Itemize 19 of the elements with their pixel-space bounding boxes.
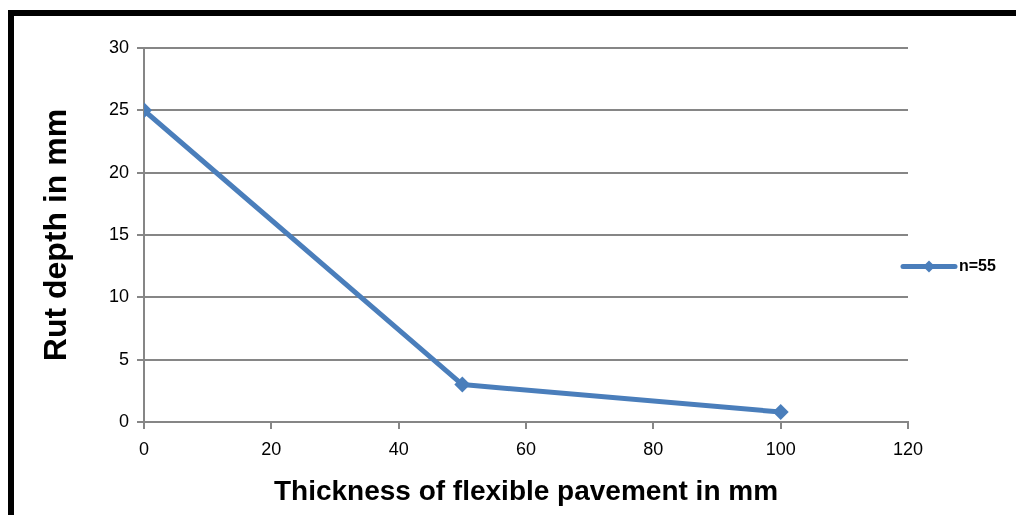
x-tick-label: 0 [138, 438, 150, 459]
y-axis-title: Rut depth in mm [37, 108, 74, 362]
x-tick-label: 80 [643, 438, 664, 459]
legend-label: n=55 [959, 256, 997, 274]
x-tick-label: 40 [388, 438, 409, 459]
x-tick-label: 100 [765, 438, 796, 459]
y-tick-label: 10 [108, 286, 129, 307]
x-tick-label: 120 [892, 438, 924, 459]
y-tick-label: 0 [118, 410, 129, 431]
y-tick-label: 5 [118, 348, 129, 369]
x-tick-label: 60 [515, 438, 537, 459]
y-tick-label: 20 [108, 161, 129, 182]
x-axis-title: Thickness of flexible pavement in mm [273, 474, 779, 506]
point [454, 376, 471, 393]
y-tick-label: 25 [108, 99, 129, 120]
x-tick-label: 20 [261, 438, 282, 459]
y-tick-label: 30 [108, 36, 129, 57]
point [772, 404, 789, 421]
y-tick-label: 15 [108, 223, 129, 244]
